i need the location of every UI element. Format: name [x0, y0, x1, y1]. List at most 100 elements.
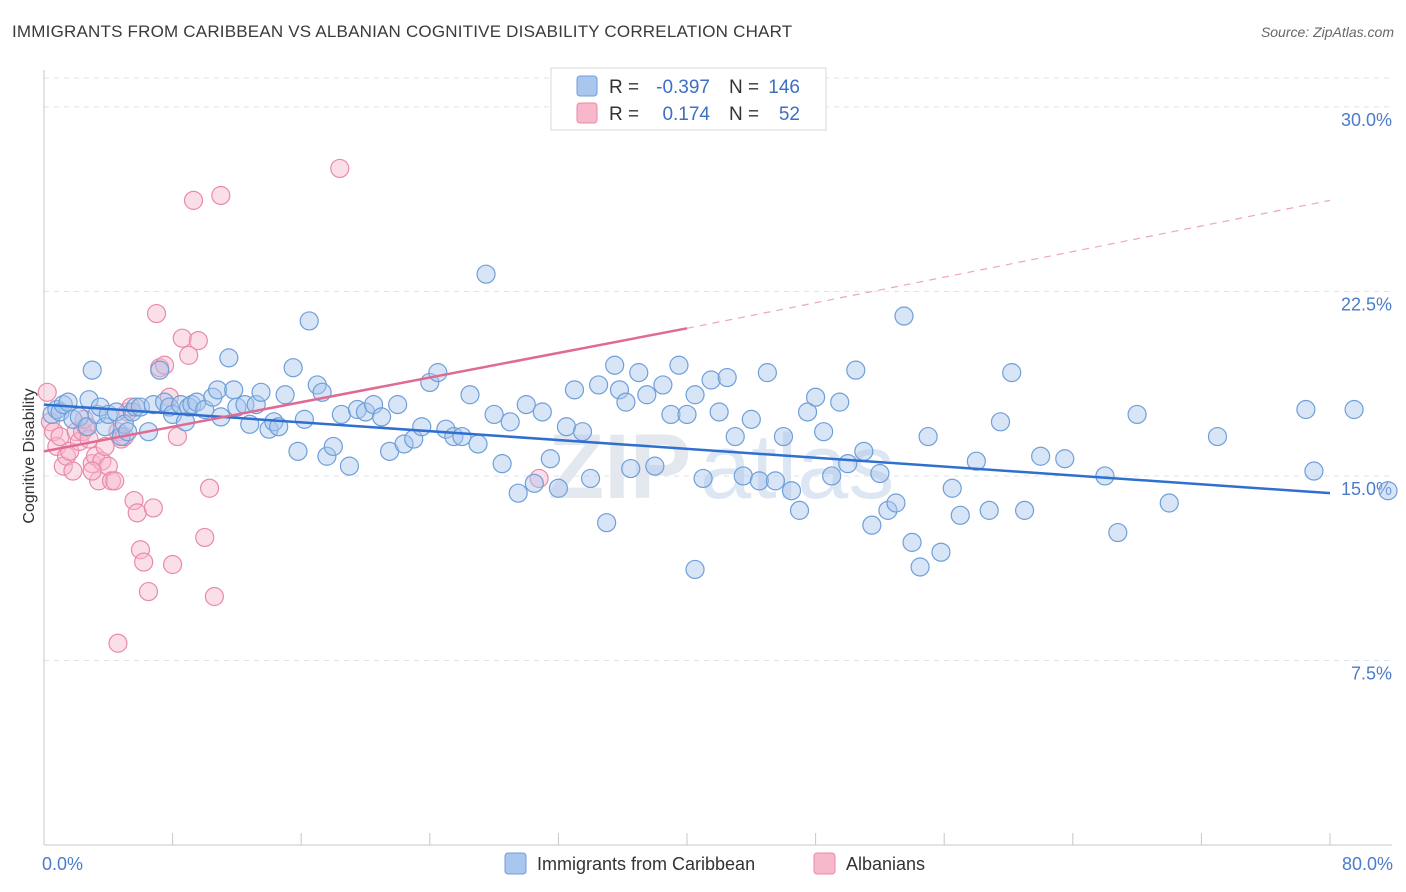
albanians-point-17 — [92, 451, 112, 471]
bottom-legend-swatch-blue — [504, 852, 527, 875]
caribbean-point-139 — [1055, 449, 1075, 469]
bottom-legend: Immigrants from Caribbean Albanians — [504, 852, 925, 875]
caribbean-point-62 — [388, 395, 408, 415]
caribbean-point-122 — [862, 515, 882, 535]
legend-n-value-1: 146 — [768, 77, 800, 98]
albanians-point-32 — [143, 498, 163, 518]
legend-swatch-blue — [576, 75, 598, 97]
caribbean-point-144 — [1207, 426, 1228, 447]
caribbean-point-72 — [468, 434, 488, 454]
caribbean-point-70 — [452, 426, 472, 447]
y-tick-label-3: 30.0% — [1341, 110, 1392, 130]
caribbean-point-42 — [251, 382, 271, 402]
y-tick-label-0: 7.5% — [1351, 663, 1392, 683]
albanians-point-31 — [138, 581, 159, 602]
caribbean-point-134 — [979, 500, 999, 520]
caribbean-point-38 — [227, 397, 247, 417]
caribbean-point-79 — [524, 473, 544, 493]
albanians-point-43 — [195, 527, 215, 548]
albanians-point-48 — [330, 158, 350, 179]
caribbean-point-48 — [288, 441, 308, 461]
albanians-point-45 — [204, 586, 224, 607]
trend-line-albanians-extension — [686, 199, 1331, 329]
caribbean-point-88 — [597, 513, 617, 533]
caribbean-point-23 — [150, 360, 170, 380]
albanians-point-41 — [183, 190, 204, 210]
caribbean-point-82 — [548, 478, 569, 498]
bottom-legend-label-albanians: Albanians — [846, 854, 925, 874]
caribbean-point-132 — [950, 505, 970, 525]
caribbean-point-67 — [428, 363, 448, 383]
caribbean-point-71 — [460, 385, 480, 405]
caribbean-point-126 — [894, 306, 914, 326]
y-tick-label-2: 22.5% — [1341, 294, 1392, 314]
albanians-point-29 — [130, 540, 151, 560]
caribbean-point-77 — [508, 483, 528, 503]
caribbean-point-149 — [685, 559, 705, 580]
albanians-point-44 — [199, 478, 220, 498]
caribbean-point-87 — [588, 375, 609, 395]
legend-box: R = -0.397 N = 146 R = 0.174 N = 52 — [550, 67, 827, 131]
caribbean-point-74 — [484, 404, 504, 425]
watermark: ZIP atlas — [548, 416, 894, 518]
caribbean-point-47 — [283, 358, 303, 378]
bottom-legend-label-caribbean: Immigrants from Caribbean — [537, 854, 755, 874]
caribbean-point-90 — [609, 380, 630, 400]
caribbean-point-148 — [1378, 481, 1398, 501]
caribbean-point-135 — [990, 412, 1011, 432]
caribbean-point-81 — [540, 449, 560, 469]
caribbean-point-92 — [621, 458, 641, 479]
albanians-point-28 — [127, 503, 147, 523]
caribbean-point-130 — [931, 542, 951, 562]
caribbean-point-103 — [709, 402, 729, 422]
caribbean-point-129 — [918, 426, 938, 447]
caribbean-point-65 — [412, 417, 432, 437]
caribbean-point-114 — [797, 402, 818, 422]
caribbean-point-37 — [224, 380, 244, 400]
caribbean-point-133 — [966, 451, 986, 471]
caribbean-point-80 — [532, 402, 552, 422]
caribbean-point-102 — [701, 370, 721, 390]
caribbean-point-104 — [717, 367, 737, 388]
albanians-point-46 — [211, 185, 231, 206]
caribbean-point-4 — [58, 392, 78, 412]
caribbean-point-93 — [629, 363, 649, 383]
legend-n-label-2: N = — [729, 104, 759, 125]
caribbean-point-54 — [323, 436, 343, 457]
chart-source: Source: ZipAtlas.com — [1260, 24, 1394, 40]
albanians-point-39 — [172, 328, 192, 348]
caribbean-point-112 — [781, 481, 802, 501]
caribbean-point-110 — [765, 471, 786, 491]
caribbean-point-86 — [580, 468, 601, 489]
caribbean-point-100 — [685, 385, 705, 405]
caribbean-point-147 — [1344, 399, 1364, 420]
albanians-point-40 — [179, 345, 199, 365]
albanians-point-15 — [85, 446, 106, 466]
trend-lines — [43, 199, 1331, 495]
caribbean-point-99 — [677, 404, 697, 425]
legend-swatch-pink — [576, 102, 598, 124]
caribbean-point-17 — [117, 422, 138, 442]
caribbean-point-131 — [942, 478, 962, 498]
caribbean-point-75 — [492, 454, 512, 474]
caribbean-point-127 — [902, 532, 922, 552]
caribbean-point-84 — [564, 380, 585, 400]
caribbean-point-53 — [317, 446, 337, 466]
albanians-point-8 — [63, 461, 83, 481]
albanians-point-18 — [95, 436, 115, 457]
caribbean-point-124 — [878, 500, 898, 520]
caribbean-point-55 — [331, 404, 351, 425]
caribbean-point-101 — [693, 468, 713, 489]
axes — [43, 70, 1392, 846]
caribbean-point-36 — [219, 348, 239, 368]
caribbean-point-117 — [822, 466, 842, 486]
legend-r-value-1: -0.397 — [656, 77, 710, 98]
caribbean-point-98 — [669, 355, 689, 375]
x-tick-labels: 0.0% 80.0% — [42, 854, 1393, 874]
caribbean-point-56 — [339, 456, 360, 476]
caribbean-point-118 — [830, 392, 850, 412]
caribbean-point-108 — [749, 471, 769, 491]
caribbean-point-120 — [846, 360, 866, 380]
caribbean-point-128 — [910, 557, 930, 577]
